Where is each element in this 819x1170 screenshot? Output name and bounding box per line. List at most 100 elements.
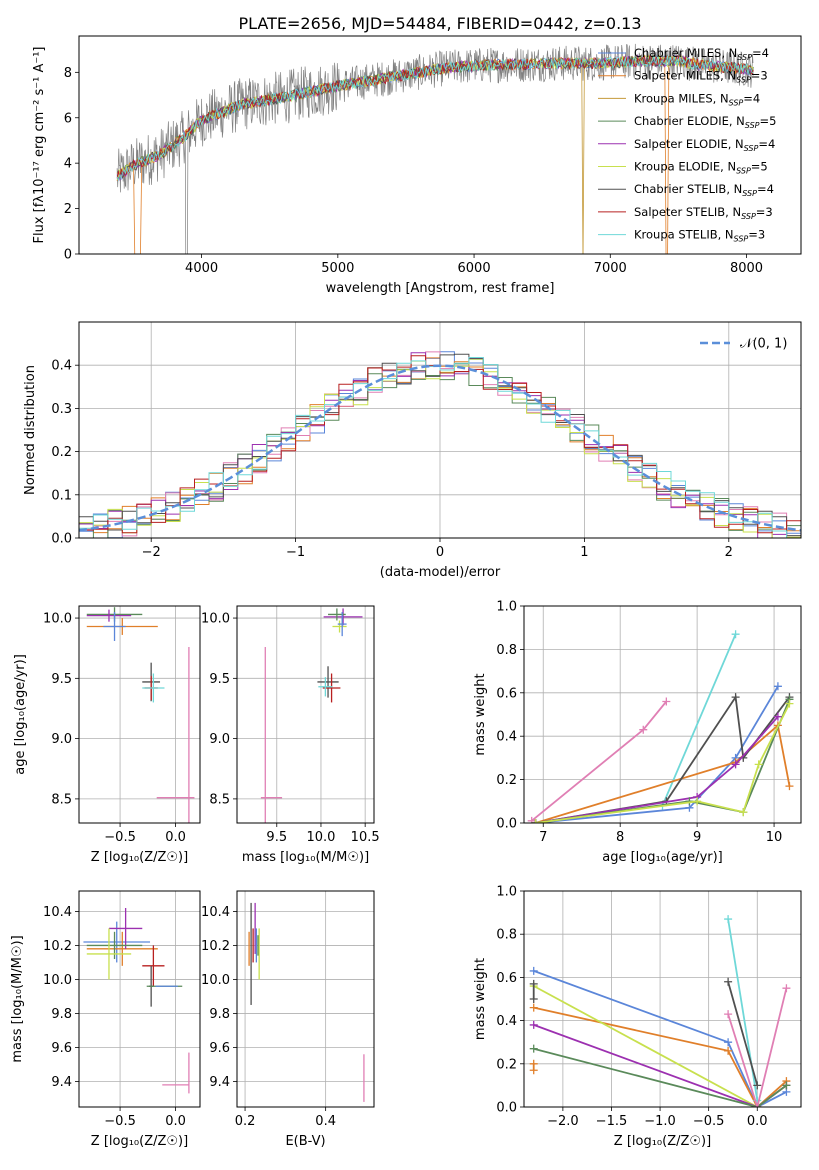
series-marker xyxy=(529,995,538,1003)
y-tick-label: 0.0 xyxy=(51,532,72,547)
error-point xyxy=(86,931,143,960)
panel-spectrum: 4000 5000 6000 7000 8000 0 2 4 6 8 wavelength [Ang… xyxy=(32,35,802,296)
error-bars xyxy=(86,607,195,823)
error-point xyxy=(86,928,132,980)
residual-histograms xyxy=(79,351,801,538)
y-axis-label: mass [log₁₀(M/M☉)] xyxy=(10,935,25,1062)
x-axis-label: wavelength [Angstrom, rest frame] xyxy=(326,281,555,296)
y-tick-label: 9.0 xyxy=(51,732,72,747)
error-point xyxy=(86,931,158,966)
x-tick-label: 4000 xyxy=(185,261,218,276)
y-tick-label: 9.8 xyxy=(51,1007,72,1022)
x-tick-label: 10.0 xyxy=(306,830,335,845)
y-tick-label: 0.8 xyxy=(496,928,517,943)
series-marker xyxy=(754,760,763,769)
y-tick-label: 2 xyxy=(64,202,72,217)
x-tick-label: 6000 xyxy=(458,261,491,276)
series-marker xyxy=(739,808,748,817)
error-point xyxy=(142,673,165,703)
axes-frame xyxy=(78,605,201,824)
legend-label: Chabrier MILES, NSSP=4 xyxy=(634,46,769,62)
x-tick-label: −0.5 xyxy=(693,1114,725,1129)
series-marker xyxy=(529,979,538,988)
series-marker xyxy=(773,682,782,691)
x-tick-label: 9.5 xyxy=(266,830,287,845)
x-tick-label: −2.0 xyxy=(547,1114,579,1129)
series-line xyxy=(533,970,787,1107)
series-marker xyxy=(782,984,791,993)
legend-label: Salpeter ELODIE, NSSP=4 xyxy=(634,137,775,153)
weight-lines xyxy=(527,630,794,823)
axes-frame xyxy=(236,605,375,824)
series-line xyxy=(661,633,737,806)
x-axis-label: Z [log₁₀(Z/Z☉)] xyxy=(91,850,188,865)
y-tick-label: 8 xyxy=(64,66,72,81)
y-tick-label: 1.0 xyxy=(496,885,517,900)
series-marker xyxy=(731,693,740,702)
y-axis-label: Normed distribution xyxy=(23,365,38,495)
series-marker xyxy=(529,1003,538,1012)
x-tick-label: 9 xyxy=(693,830,701,845)
weight-series xyxy=(529,979,538,1003)
y-tick-label: 0.0 xyxy=(496,1101,517,1116)
panel-weight_vs_age: 7 8 9 10 0.0 0.2 0.4 0.6 0.8 1.0 age [log₁₀(age/yr… xyxy=(473,600,802,865)
y-tick-label: 9.6 xyxy=(51,1041,72,1056)
series-marker xyxy=(662,697,671,706)
series-line xyxy=(535,716,779,823)
error-point xyxy=(337,612,347,637)
error-bars xyxy=(248,902,365,1102)
error-point xyxy=(86,609,132,622)
y-tick-label: 9.4 xyxy=(209,1075,230,1090)
y-tick-label: 10.0 xyxy=(43,973,72,988)
series-marker xyxy=(724,1010,733,1019)
series-marker xyxy=(531,819,540,823)
series-marker xyxy=(527,816,536,823)
legend-label: Salpeter MILES, NSSP=3 xyxy=(634,69,768,85)
x-tick-label: −2 xyxy=(142,545,161,560)
panel-age_vs_mass: 9.5 10.0 10.5 8.5 9.0 9.5 10.0 mass [log₁₀(M/M☉… xyxy=(201,605,380,865)
figure-title: PLATE=2656, MJD=54484, FIBERID=0442, z=0… xyxy=(238,14,641,33)
x-axis-label: age [log₁₀(age/yr)] xyxy=(602,850,723,865)
y-axis-label: mass weight xyxy=(473,673,488,755)
series-line xyxy=(727,987,788,1107)
y-tick-label: 0.2 xyxy=(496,1057,517,1072)
y-tick-label: 0.3 xyxy=(51,402,72,417)
series-line xyxy=(533,1006,787,1107)
x-axis-label: mass [log₁₀(M/M☉)] xyxy=(242,850,369,865)
panel-mass_vs_ebv: 0.2 0.4 9.4 9.6 9.8 10.0 10.2 10.4 E(B-V) xyxy=(201,890,375,1149)
series-marker xyxy=(753,1081,762,1090)
y-tick-label: 0.4 xyxy=(51,359,72,374)
panel-residuals: −2 −1 0 1 2 0.0 0.1 0.2 0.3 0.4 (data-model)/error… xyxy=(23,321,802,580)
y-tick-label: 10.0 xyxy=(43,612,72,627)
legend-label: Chabrier STELIB, NSSP=4 xyxy=(634,182,774,198)
y-tick-label: 9.5 xyxy=(51,672,72,687)
panel-weight_vs_z: −2.0 −1.5 −1.0 −0.5 0.0 0.0 0.2 0.4 0.6 0.8 1.0 Z [… xyxy=(473,885,802,1149)
series-marker xyxy=(529,1020,538,1029)
weight-lines xyxy=(529,915,791,1107)
series-marker xyxy=(773,712,782,721)
error-point xyxy=(103,612,126,641)
axes-frame xyxy=(78,321,802,539)
y-tick-label: 0.4 xyxy=(496,730,517,745)
spectrum-legend: Chabrier MILES, NSSP=4 Salpeter MILES, NS… xyxy=(598,46,776,244)
y-tick-label: 10.2 xyxy=(43,939,72,954)
legend-label: Salpeter STELIB, NSSP=3 xyxy=(634,205,773,221)
series-marker xyxy=(724,1038,733,1047)
weight-series xyxy=(531,699,794,823)
x-axis-label: (data-model)/error xyxy=(380,565,501,580)
x-tick-label: 10.5 xyxy=(351,830,380,845)
series-line xyxy=(535,723,791,823)
x-tick-label: 5000 xyxy=(321,261,354,276)
error-point xyxy=(317,666,339,698)
axes-frame xyxy=(523,605,802,824)
x-tick-label: 2 xyxy=(725,545,733,560)
x-tick-label: 8000 xyxy=(730,261,763,276)
weight-series xyxy=(529,1059,538,1075)
error-point xyxy=(332,620,347,633)
x-tick-label: −0.5 xyxy=(104,1114,136,1129)
x-tick-label: 0.0 xyxy=(165,830,186,845)
x-axis-label: E(B-V) xyxy=(285,1134,325,1149)
y-tick-label: 0.6 xyxy=(496,971,517,986)
x-tick-label: −0.5 xyxy=(104,830,136,845)
series-marker xyxy=(753,1103,762,1107)
